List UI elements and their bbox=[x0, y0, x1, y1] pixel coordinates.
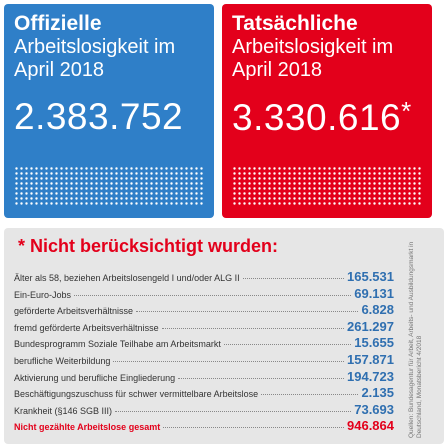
box-subtitle: Arbeitslosigkeit im bbox=[14, 36, 176, 58]
row: Aktivierung und berufliche Eingliederung… bbox=[14, 369, 394, 386]
row-value: 165.531 bbox=[347, 269, 394, 284]
row-label: Beschäftigungszuschuss für schwer vermit… bbox=[14, 389, 259, 400]
dot-leader bbox=[136, 311, 359, 313]
row-value: 15.655 bbox=[354, 335, 394, 351]
row-label: berufliche Weiterbildung bbox=[14, 355, 111, 366]
row-label: Nicht gezählte Arbeitslose gesamt bbox=[14, 422, 161, 433]
row-value: 6.828 bbox=[361, 302, 394, 318]
row-label: Ein-Euro-Jobs bbox=[14, 289, 72, 300]
footnote-mark: * bbox=[401, 96, 412, 126]
number: 3.330.616 bbox=[232, 97, 402, 138]
row-label: geförderte Arbeitsverhältnisse bbox=[14, 306, 134, 317]
row-label: Krankheit (§146 SGB III) bbox=[14, 405, 113, 416]
number: 2.383.752 bbox=[14, 96, 184, 137]
source-note: Quellen: Bundesagentur für Arbeit, Arbei… bbox=[408, 241, 423, 438]
row: Krankheit (§146 SGB III) 73.693 bbox=[14, 402, 394, 419]
dot-leader bbox=[242, 278, 344, 279]
dot-leader bbox=[161, 327, 344, 329]
row: fremd geförderte Arbeitsverhältnisse 261.… bbox=[14, 319, 394, 336]
actual-box: Tatsächliche Arbeitslosigkeit im April 2… bbox=[222, 4, 432, 218]
row: Älter als 58, beziehen Arbeitslosengeld … bbox=[14, 269, 394, 286]
box-subtitle: April 2018 bbox=[14, 59, 105, 81]
dot-leader bbox=[115, 410, 352, 412]
box-subtitle: Arbeitslosigkeit im bbox=[232, 36, 394, 58]
row-value: 261.297 bbox=[347, 318, 394, 334]
row-label: fremd geförderte Arbeitsverhältnisse bbox=[14, 322, 159, 333]
dot-leader bbox=[163, 427, 344, 429]
row: berufliche Weiterbildung 157.871 bbox=[14, 352, 394, 369]
row-label: Bundesprogramm Soziale Teilhabe am Arbei… bbox=[14, 339, 221, 350]
row: Beschäftigungszuschuss für schwer vermit… bbox=[14, 385, 394, 402]
dot-leader bbox=[223, 344, 352, 346]
row-value: 73.693 bbox=[354, 401, 394, 417]
box-title: Tatsächliche bbox=[232, 12, 358, 35]
row-value: 69.131 bbox=[354, 285, 394, 301]
row: geförderte Arbeitsverhältnisse 6.828 bbox=[14, 302, 394, 319]
panel-title: * Nicht berücksichtigt wurden: bbox=[18, 236, 279, 256]
dot-pattern bbox=[14, 166, 204, 206]
big-number: 3.330.616* bbox=[232, 96, 422, 139]
dot-pattern bbox=[232, 166, 422, 206]
row-value: 194.723 bbox=[347, 368, 394, 384]
box-title: Offizielle bbox=[14, 12, 102, 35]
dot-leader bbox=[178, 377, 344, 379]
dot-leader bbox=[74, 294, 352, 296]
row-value: 157.871 bbox=[347, 351, 394, 367]
total-row: Nicht gezählte Arbeitslose gesamt 946.864 bbox=[14, 418, 394, 435]
row: Ein-Euro-Jobs 69.131 bbox=[14, 286, 394, 303]
official-box: Offizielle Arbeitslosigkeit im April 201… bbox=[4, 4, 214, 218]
dot-leader bbox=[113, 360, 344, 362]
not-counted-panel: * Nicht berücksichtigt wurden: Älter als… bbox=[4, 228, 444, 444]
row-label: Aktivierung und berufliche Eingliederung bbox=[14, 372, 176, 383]
row-label: Älter als 58, beziehen Arbeitslosengeld … bbox=[14, 273, 240, 283]
row-value: 946.864 bbox=[347, 418, 394, 434]
big-number: 2.383.752 bbox=[14, 96, 204, 138]
dot-leader bbox=[261, 394, 359, 396]
row-value: 2.135 bbox=[361, 385, 394, 401]
box-subtitle: April 2018 bbox=[232, 59, 323, 81]
row: Bundesprogramm Soziale Teilhabe am Arbei… bbox=[14, 335, 394, 352]
